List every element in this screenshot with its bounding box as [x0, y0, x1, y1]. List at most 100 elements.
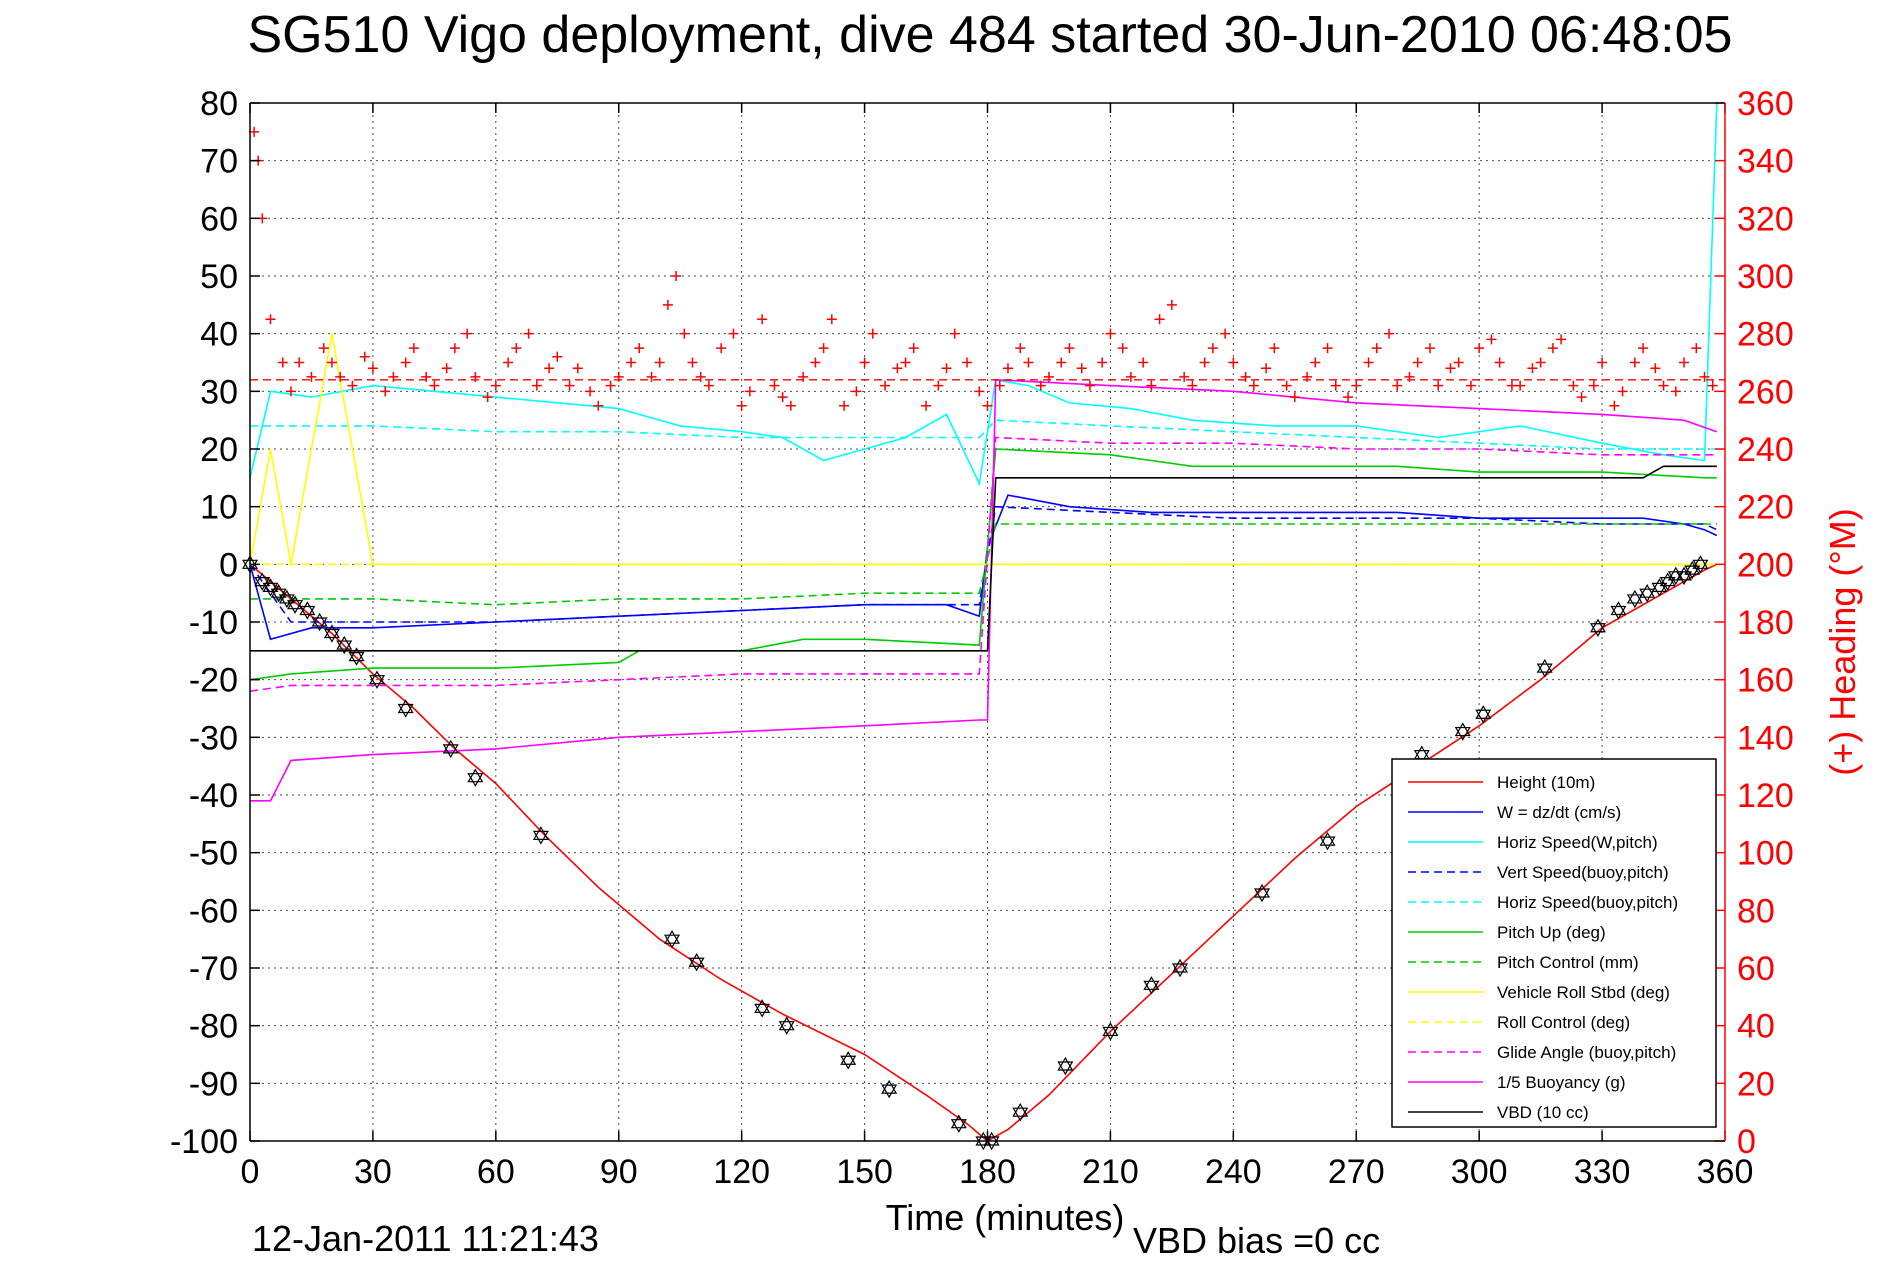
legend: Height (10m) W = dz/dt (cm/s) Horiz Speed(…	[1391, 758, 1717, 1128]
heading-marker	[1002, 363, 1013, 374]
depth-marker	[1143, 976, 1160, 995]
heading-marker	[1556, 334, 1567, 345]
heading-marker	[1384, 328, 1395, 339]
depth-marker	[1536, 658, 1553, 678]
heading-marker	[1117, 343, 1128, 354]
heading-marker	[1248, 380, 1259, 391]
heading-marker	[1494, 357, 1505, 368]
legend-label: Vert Speed(buoy,pitch)	[1497, 863, 1669, 882]
right-tick-label: 80	[1737, 892, 1775, 930]
heading-marker	[470, 371, 481, 382]
depth-marker	[299, 601, 316, 620]
right-tick-label: 280	[1737, 316, 1794, 354]
y-tick-label: -20	[189, 662, 238, 700]
depth-marker	[1454, 722, 1471, 741]
heading-marker	[1035, 380, 1046, 391]
heading-marker	[949, 328, 960, 339]
heading-marker	[380, 386, 391, 397]
heading-marker	[1043, 371, 1054, 382]
series-line-5	[249, 448, 1717, 681]
heading-marker	[777, 392, 788, 403]
depth-marker	[881, 1079, 898, 1099]
y-tick-label: 70	[200, 143, 238, 181]
heading-marker	[839, 400, 850, 411]
series-line-10	[250, 378, 1718, 802]
depth-marker	[1475, 705, 1492, 724]
heading-marker	[441, 363, 452, 374]
y-tick-label: 20	[200, 431, 238, 469]
depth-marker	[1012, 1102, 1029, 1122]
x-tick-label: 0	[241, 1153, 260, 1191]
y-tick-label: -60	[189, 892, 238, 930]
y-tick-label: 50	[200, 258, 238, 296]
heading-marker	[249, 126, 260, 137]
heading-marker	[359, 351, 370, 362]
depth-marker	[1172, 958, 1189, 978]
right-tick-label: 20	[1737, 1065, 1775, 1103]
heading-marker	[859, 357, 870, 368]
x-tick-label: 150	[836, 1153, 893, 1191]
right-tick-label: 320	[1737, 200, 1794, 238]
legend-label: Horiz Speed(W,pitch)	[1497, 833, 1658, 852]
heading-marker	[1445, 363, 1456, 374]
heading-marker	[572, 363, 583, 374]
heading-marker	[785, 400, 796, 411]
heading-marker	[1527, 363, 1538, 374]
depth-marker	[688, 953, 705, 972]
legend-label: W = dz/dt (cm/s)	[1497, 803, 1621, 822]
heading-marker	[1269, 343, 1280, 354]
heading-marker	[277, 357, 288, 368]
heading-marker	[769, 380, 780, 391]
depth-marker	[311, 612, 328, 632]
heading-marker	[1371, 343, 1382, 354]
legend-label: Pitch Up (deg)	[1497, 923, 1606, 942]
heading-marker	[1322, 343, 1333, 354]
right-tick-label: 60	[1737, 950, 1775, 988]
x-tick-label: 30	[354, 1153, 392, 1191]
legend-label: Vehicle Roll Stbd (deg)	[1497, 983, 1670, 1002]
heading-marker	[335, 371, 346, 382]
heading-marker	[798, 371, 809, 382]
right-tick-label: 140	[1737, 719, 1794, 757]
heading-marker	[900, 357, 911, 368]
depth-marker	[754, 999, 771, 1018]
right-axis-label: (+) Heading (°M)	[1822, 508, 1863, 775]
heading-marker	[421, 371, 432, 382]
heading-marker	[662, 299, 673, 310]
depth-marker	[336, 635, 353, 655]
heading-marker	[1302, 371, 1313, 382]
heading-marker	[982, 400, 993, 411]
series-line-1	[249, 494, 1718, 641]
heading-marker	[482, 392, 493, 403]
y-tick-label: -40	[189, 777, 238, 815]
heading-marker	[511, 343, 522, 354]
heading-marker	[1281, 380, 1292, 391]
heading-marker	[1125, 371, 1136, 382]
heading-marker	[1220, 328, 1231, 339]
depth-marker	[397, 699, 414, 718]
depth-marker	[1589, 618, 1606, 637]
heading-marker	[564, 380, 575, 391]
heading-marker	[503, 357, 514, 368]
right-tick-label: 300	[1737, 258, 1794, 296]
heading-marker	[1425, 343, 1435, 354]
heading-marker	[367, 363, 378, 374]
heading-marker	[347, 380, 358, 391]
heading-marker	[810, 357, 821, 368]
heading-marker	[1261, 363, 1272, 374]
heading-marker	[646, 371, 657, 382]
depth-marker	[1102, 1022, 1119, 1041]
heading-marker	[736, 400, 747, 411]
series-line-11	[250, 465, 1717, 652]
depth-marker	[778, 1016, 795, 1035]
heading-marker	[933, 380, 944, 391]
heading-marker	[1310, 357, 1321, 368]
heading-marker	[634, 343, 645, 354]
legend-label: Horiz Speed(buoy,pitch)	[1497, 893, 1678, 912]
depth-marker	[323, 624, 340, 643]
heading-marker	[626, 357, 637, 368]
heading-marker	[1547, 343, 1558, 354]
heading-marker	[1015, 343, 1026, 354]
heading-marker	[1568, 380, 1579, 391]
